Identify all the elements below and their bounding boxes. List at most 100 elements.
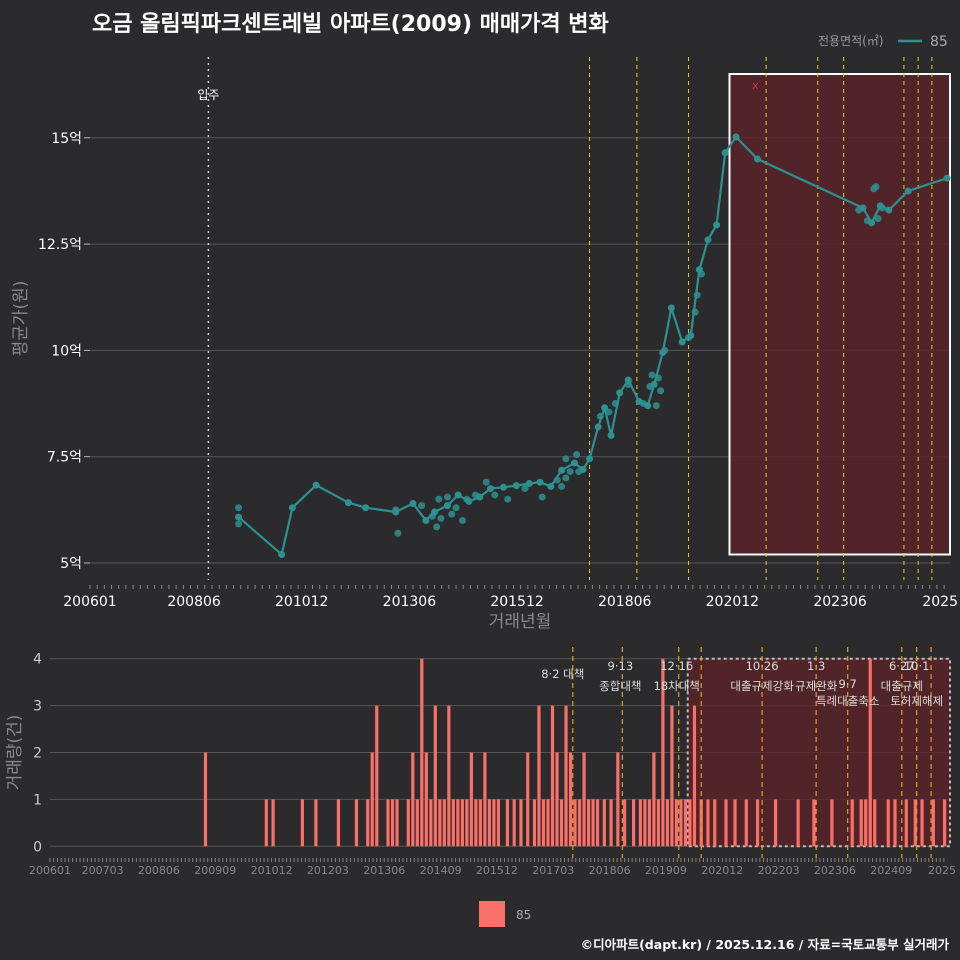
- trade-point: [872, 183, 880, 191]
- trade-point: [855, 206, 863, 214]
- volume-bar: [424, 752, 428, 847]
- volume-bar: [713, 799, 717, 847]
- trade-point: [392, 506, 400, 514]
- y-tick-label: 10억: [51, 343, 82, 359]
- legend-series-label: 85: [930, 34, 948, 50]
- x-tick-label: 200909: [194, 864, 236, 877]
- volume-bar: [532, 799, 537, 847]
- bottom-legend: 85: [479, 901, 531, 927]
- x-tick-label: 202203: [758, 864, 800, 877]
- price-point: [422, 516, 430, 524]
- x-tick-label: 201409: [420, 864, 462, 877]
- trade-point: [596, 412, 604, 420]
- volume-bar: [873, 799, 877, 847]
- price-point: [512, 482, 520, 490]
- event-label: 대출규제: [881, 679, 923, 693]
- top-legend: 전용면적(㎡) 85: [818, 34, 948, 50]
- x-tick-label: 201306: [363, 864, 405, 877]
- trade-point: [575, 468, 583, 476]
- volume-bar: [442, 799, 446, 847]
- price-point: [235, 513, 243, 521]
- price-point: [525, 479, 533, 487]
- volume-bar: [550, 705, 555, 847]
- volume-bar: [370, 752, 374, 847]
- trade-point: [562, 474, 570, 482]
- event-label: 종합대책: [599, 679, 641, 693]
- price-point: [754, 155, 762, 163]
- y-tick-label: 4: [33, 652, 42, 668]
- trade-point: [394, 529, 402, 537]
- trade-point: [521, 485, 529, 493]
- volume-bar: [429, 799, 433, 847]
- trade-point: [639, 400, 647, 408]
- price-point: [594, 423, 602, 431]
- y-tick-label: 1: [33, 792, 42, 808]
- x-tick-label: 201909: [645, 864, 687, 877]
- volume-bar: [568, 752, 573, 847]
- price-point: [721, 149, 729, 157]
- trade-point: [654, 374, 662, 382]
- volume-bar: [692, 705, 697, 847]
- volume-bar: [271, 799, 275, 847]
- trade-point: [452, 504, 460, 512]
- volume-bar: [420, 658, 424, 847]
- volume-bar: [519, 799, 523, 847]
- volume-bar: [496, 799, 501, 847]
- volume-bar: [602, 799, 606, 847]
- price-point: [704, 236, 712, 244]
- x-tick-label: 202409: [870, 864, 912, 877]
- x-tick-label: 201012: [251, 864, 293, 877]
- volume-bar: [616, 752, 620, 847]
- trade-point: [878, 204, 886, 212]
- volume-bar: [942, 799, 947, 847]
- price-point: [601, 404, 609, 412]
- x-tick-label: 200601: [29, 864, 71, 877]
- volume-bar: [487, 799, 492, 847]
- volume-bar: [395, 799, 399, 847]
- volume-bar: [652, 752, 656, 847]
- x-tick-label: 202012: [706, 594, 759, 610]
- trade-point: [693, 291, 701, 299]
- trade-point: [482, 478, 490, 486]
- volume-bar: [812, 799, 816, 847]
- volume-bar: [773, 799, 778, 847]
- x-tick-label: 201203: [307, 864, 349, 877]
- volume-bar: [390, 799, 395, 847]
- bottom-legend-label: 85: [516, 908, 531, 922]
- trade-point: [605, 408, 613, 416]
- event-label: 9·13: [608, 659, 634, 673]
- price-point: [487, 485, 495, 493]
- trade-point: [562, 455, 570, 463]
- trade-point: [648, 371, 656, 379]
- event-label: 1·3: [807, 659, 825, 673]
- price-point: [547, 482, 555, 490]
- volume-bar: [411, 752, 415, 847]
- trade-point: [863, 217, 871, 225]
- volume-bar: [354, 799, 359, 847]
- volume-bar: [859, 799, 863, 847]
- y-tick-label: 7.5억: [47, 450, 82, 466]
- x-tick-label: 202306: [813, 594, 867, 610]
- trade-point: [657, 387, 665, 395]
- volume-bar: [264, 799, 268, 847]
- trade-point: [235, 520, 243, 528]
- volume-bar: [913, 799, 917, 847]
- volume-bar: [573, 799, 577, 847]
- price-point: [667, 304, 675, 312]
- y-tick-label: 15억: [51, 131, 82, 147]
- volume-bar: [886, 799, 890, 847]
- chart-title: 오금 올림픽파크센트레빌 아파트(2009) 매매가격 변화: [92, 12, 609, 37]
- price-point: [409, 499, 417, 507]
- bottom-legend-swatch: [479, 901, 505, 927]
- volume-bar: [638, 799, 642, 847]
- trade-point: [652, 402, 660, 410]
- event-label: 9·7: [839, 677, 857, 691]
- trade-point: [435, 495, 443, 503]
- volume-bar: [526, 752, 530, 847]
- trade-point: [433, 523, 441, 531]
- trade-point: [443, 493, 451, 501]
- y-tick-label: 12.5억: [38, 237, 82, 253]
- volume-bar: [456, 799, 460, 847]
- price-point: [713, 221, 721, 229]
- volume-bar: [375, 705, 379, 847]
